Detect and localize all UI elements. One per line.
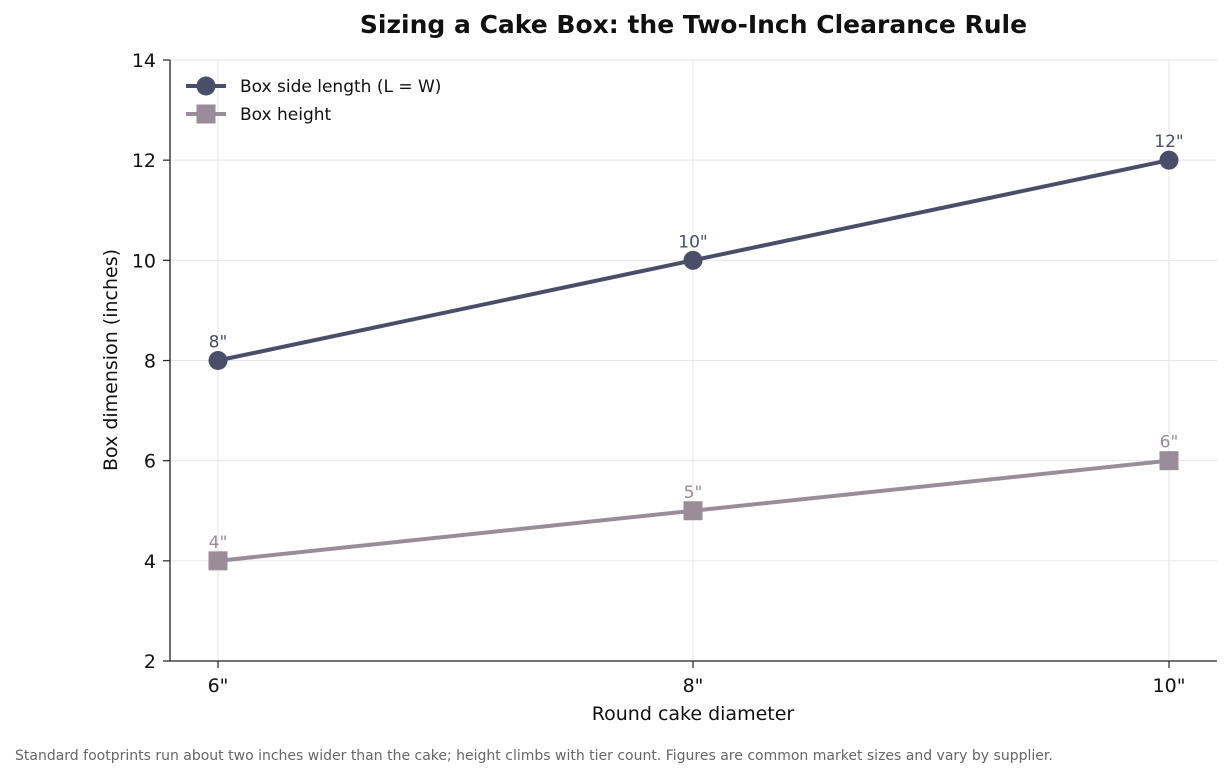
legend: Box side length (L = W) Box height (186, 76, 441, 125)
data-label: 12" (1154, 132, 1183, 152)
data-point (1159, 150, 1179, 170)
data-point (208, 351, 228, 370)
data-label: 4" (209, 533, 228, 553)
legend-label: Box height (240, 105, 332, 125)
legend-label: Box side length (L = W) (240, 77, 441, 97)
data-point (683, 250, 703, 270)
data-label: 10" (678, 232, 707, 252)
series-group: 8" 10" 12" 4" 5" 6" (208, 132, 1184, 571)
series-1: 8" 10" 12" (208, 132, 1184, 370)
y-tick-label: 4 (144, 551, 156, 573)
x-axis-label: Round cake diameter (592, 703, 795, 725)
y-tick-label: 10 (132, 250, 156, 272)
x-tick-label: 10" (1153, 675, 1186, 697)
y-tick-label: 14 (132, 50, 156, 72)
legend-marker (196, 76, 216, 96)
axes: 2 4 6 8 10 12 14 6" 8" 10" (132, 50, 1217, 697)
data-point (208, 551, 228, 571)
legend-marker (196, 104, 216, 124)
x-tick-label: 6" (208, 675, 229, 697)
data-point (1159, 451, 1179, 471)
data-label: 6" (1160, 433, 1179, 453)
y-tick-label: 8 (144, 351, 156, 373)
footnote-caption: Standard footprints run about two inches… (15, 748, 1053, 764)
data-label: 8" (209, 333, 228, 353)
data-point (683, 501, 703, 521)
y-tick-label: 6 (144, 451, 156, 473)
x-tick-label: 8" (683, 675, 704, 697)
series-2: 4" 5" 6" (208, 433, 1179, 571)
legend-item-1: Box side length (L = W) (186, 76, 441, 97)
y-axis-label: Box dimension (inches) (100, 249, 122, 471)
legend-item-2: Box height (186, 104, 332, 125)
grid-lines (170, 59, 1217, 662)
data-label: 5" (684, 483, 703, 503)
chart-title: Sizing a Cake Box: the Two-Inch Clearanc… (359, 10, 1028, 39)
y-tick-label: 12 (132, 150, 156, 172)
y-tick-label: 2 (144, 651, 156, 673)
